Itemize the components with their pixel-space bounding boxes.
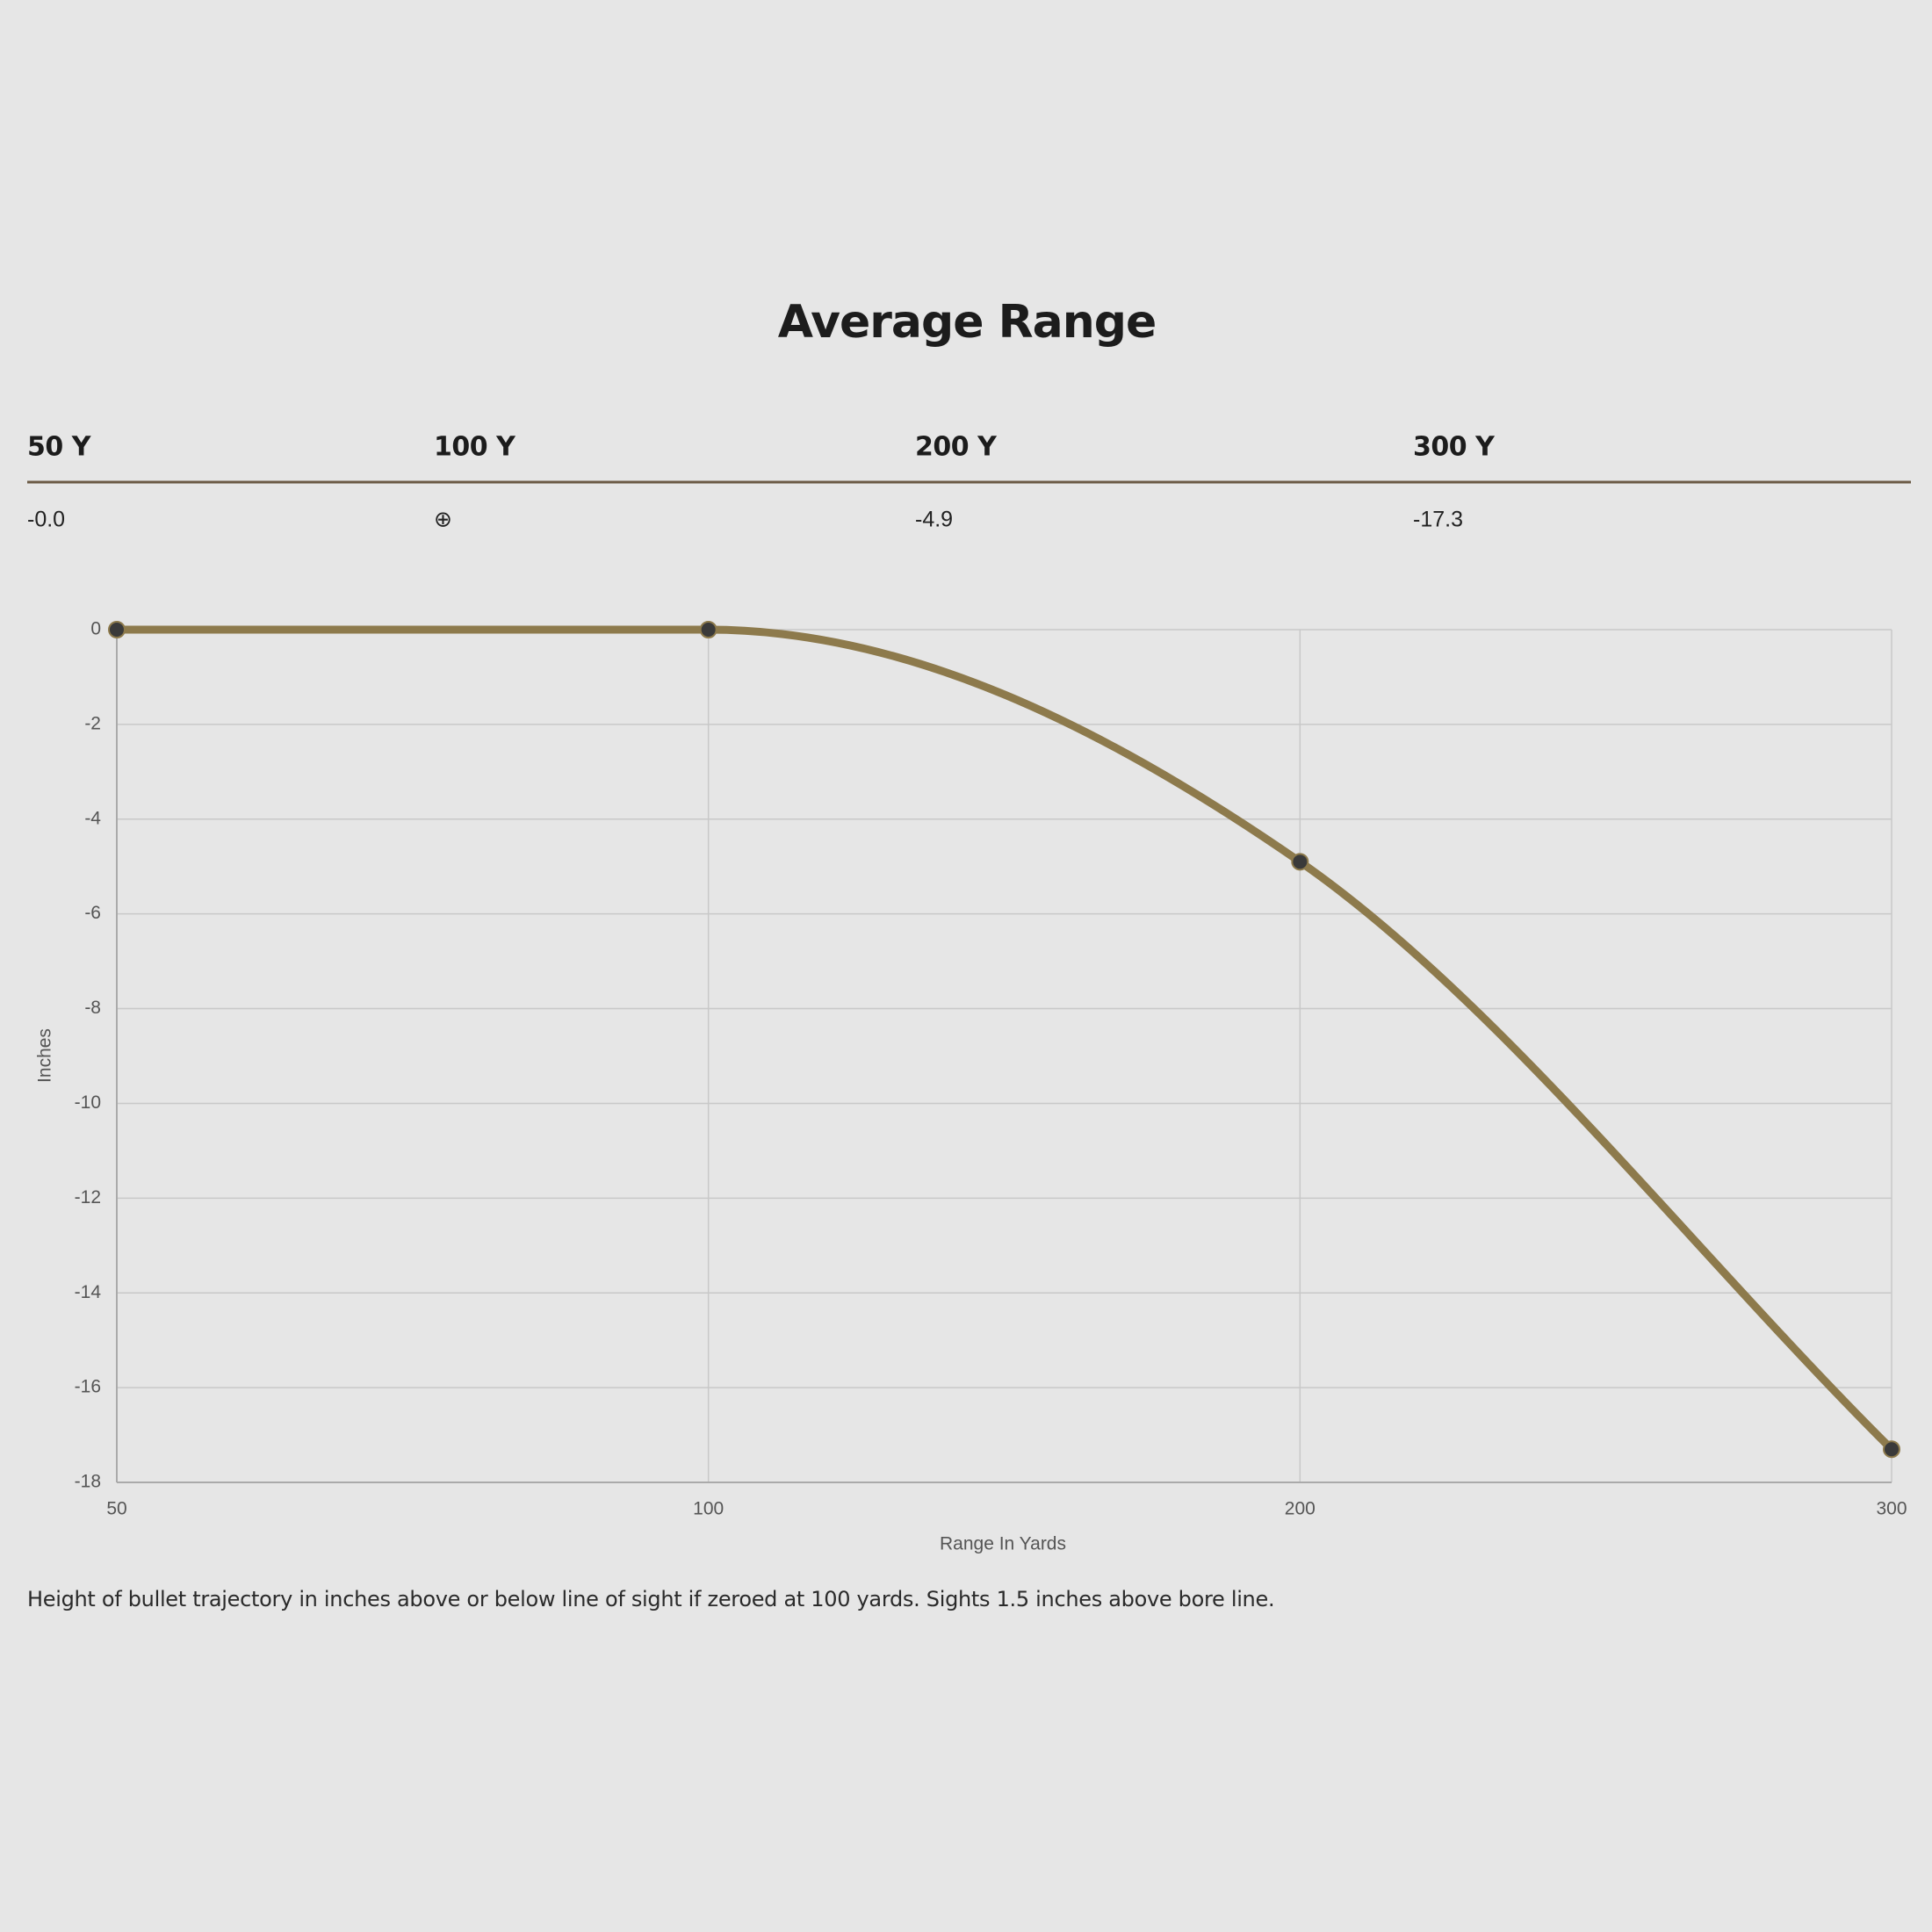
x-tick-label: 300 [1876, 1499, 1907, 1519]
table-cell: -0.0 [27, 508, 65, 532]
y-tick-label: -10 [75, 1092, 101, 1113]
y-tick-label: -8 [84, 998, 101, 1018]
y-tick-label: -12 [75, 1187, 101, 1208]
x-axis-label: Range In Yards [940, 1534, 1066, 1554]
point [1291, 853, 1309, 871]
page-title: Average Range [778, 296, 1157, 349]
table-header: 50 Y [27, 432, 92, 463]
table-cell: -4.9 [915, 508, 953, 532]
y-tick-label: -4 [84, 808, 101, 828]
y-axis-label: Inches [35, 1028, 55, 1083]
table-cell: -17.3 [1413, 508, 1463, 532]
x-tick-label: 200 [1285, 1499, 1316, 1519]
table-cell: ⊕ [434, 508, 452, 532]
table-header: 300 Y [1413, 432, 1496, 463]
y-tick-label: -14 [75, 1282, 102, 1302]
y-tick-label: 0 [90, 619, 101, 639]
caption: Height of bullet trajectory in inches ab… [27, 1587, 1274, 1611]
x-tick-label: 50 [106, 1499, 126, 1519]
table-header: 200 Y [915, 432, 998, 463]
y-tick-label: -18 [75, 1472, 101, 1492]
point [1883, 1440, 1900, 1459]
y-tick-label: -6 [84, 903, 101, 923]
x-tick-label: 100 [693, 1499, 724, 1519]
table-header: 100 Y [434, 432, 516, 463]
y-tick-label: -2 [84, 713, 101, 733]
line [112, 625, 1896, 1453]
point [699, 621, 717, 638]
point [108, 621, 126, 638]
y-tick-label: -16 [75, 1377, 101, 1397]
